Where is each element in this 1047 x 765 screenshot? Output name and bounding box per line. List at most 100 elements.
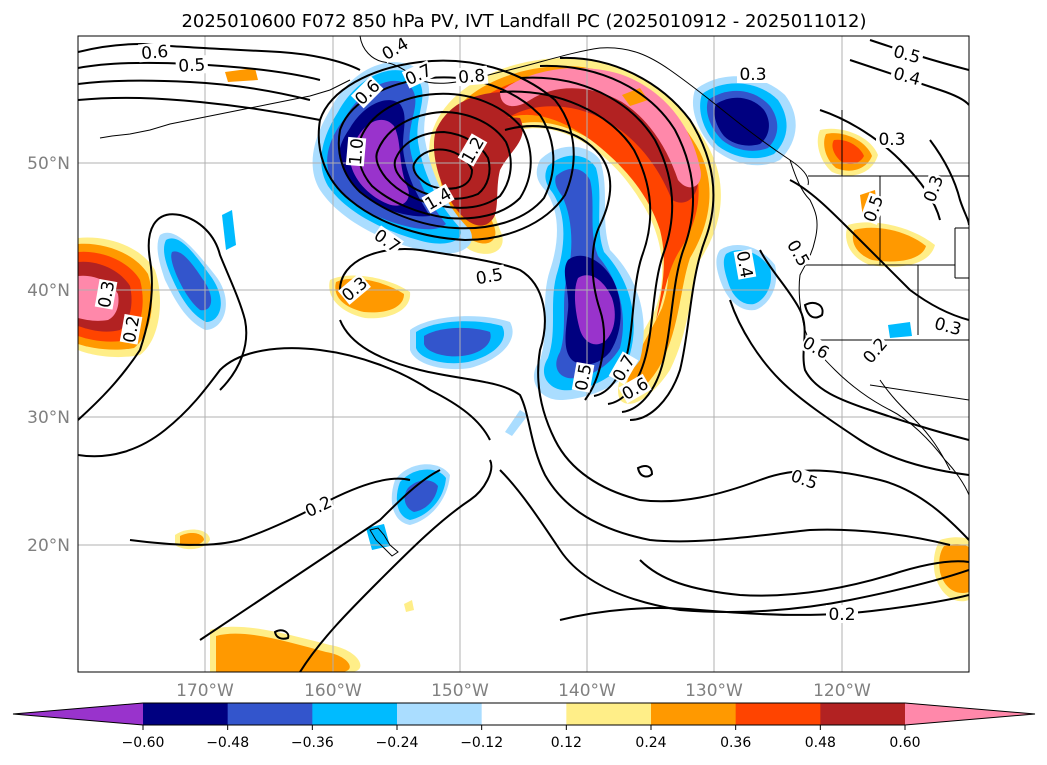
- colorbar-swatch: [312, 703, 398, 725]
- svg-text:0.3: 0.3: [878, 130, 905, 150]
- contour-west-2: [78, 347, 491, 458]
- shade-negative-coast: [888, 322, 912, 338]
- colorbar-tick-label: −0.60: [122, 735, 165, 751]
- contour-coast-1: [759, 249, 969, 441]
- contour-label-23: 0.3: [94, 278, 119, 310]
- shade-negative-west-blue: [171, 251, 212, 311]
- colorbar: −0.60 −0.48 −0.36 −0.24 −0.12 0.12 0.24 0.36 0.4…: [12, 702, 1036, 751]
- contour-outer-1: [339, 248, 969, 541]
- lon-label-150w: 150°W: [431, 681, 489, 701]
- contour-ring-5: [393, 130, 491, 200]
- contour-label-2: 0.5: [175, 55, 209, 77]
- colorbar-swatch: [227, 703, 313, 725]
- svg-text:0.6: 0.6: [140, 42, 169, 64]
- colorbar-tick-label: 0.48: [805, 735, 836, 751]
- svg-text:0.2: 0.2: [828, 605, 855, 625]
- shade-positive-sw-orange: [216, 633, 350, 672]
- lon-label-160w: 160°W: [304, 681, 362, 701]
- contour-small-1: [636, 465, 654, 478]
- colorbar-swatch: [397, 703, 483, 725]
- shade-positive-se-orange: [939, 544, 969, 594]
- colorbar-swatch: [651, 703, 737, 725]
- contour-band-5: [504, 125, 612, 401]
- contour-coast-3: [789, 179, 969, 321]
- contour-label-1: 0.6: [137, 41, 172, 64]
- svg-text:0.5: 0.5: [474, 265, 504, 289]
- contour-label-15: 0.3: [876, 130, 908, 150]
- colorbar-swatch: [735, 703, 821, 725]
- contour-outer-2: [339, 319, 951, 546]
- colorbar-swatch: [566, 703, 652, 725]
- contour-ne-2: [849, 59, 969, 106]
- contour-label-26: 0.5: [571, 361, 596, 393]
- svg-text:0.4: 0.4: [732, 249, 756, 279]
- contour-outer-4: [639, 559, 969, 597]
- contour-south: [559, 594, 969, 621]
- contour-label-7: 1.0: [345, 136, 368, 167]
- colorbar-tick-label: −0.24: [376, 735, 419, 751]
- contour-outer-3: [499, 469, 969, 613]
- svg-text:0.5: 0.5: [572, 362, 596, 392]
- coastline-baja: [879, 379, 951, 471]
- contour-nw-4: [78, 96, 321, 121]
- shade-positive-hi-w-orange: [180, 533, 204, 547]
- lat-label-50n: 50°N: [27, 154, 70, 174]
- contour-west-3: [129, 477, 411, 546]
- contour-small-2: [273, 629, 290, 640]
- lon-labels: 170°W 160°W 150°W 140°W 130°W 120°W: [176, 681, 871, 701]
- lat-label-30n: 30°N: [27, 408, 70, 428]
- shade-negative-hawaii: [366, 524, 390, 550]
- svg-text:0.3: 0.3: [739, 65, 766, 85]
- lon-label-170w: 170°W: [176, 681, 234, 701]
- svg-text:0.3: 0.3: [95, 279, 119, 309]
- shade-positive-e1-red: [832, 139, 864, 164]
- contour-sw-1: [199, 469, 441, 641]
- contour-06-nw: [78, 43, 361, 71]
- shade-positive-arc-pink: [500, 68, 701, 188]
- lat-labels: 50°N 40°N 30°N 20°N: [27, 154, 70, 556]
- contour-ring-6: [412, 148, 474, 190]
- svg-text:0.2: 0.2: [120, 314, 144, 344]
- colorbar-swatch: [143, 703, 229, 725]
- contour-ring-3: [357, 92, 532, 220]
- contour-label-31: 0.2: [826, 605, 858, 625]
- contour-ring-4: [375, 110, 512, 209]
- contour-band-1: [559, 56, 715, 421]
- contour-label-17: 0.5: [859, 192, 888, 225]
- shade-negative-streak: [222, 210, 236, 250]
- coastline-alaska: [359, 36, 809, 186]
- shade-negative-ne-navy: [714, 97, 769, 146]
- contour-sw-2: [299, 459, 493, 672]
- lat-label-20n: 20°N: [27, 536, 70, 556]
- coastline-hawaii: [369, 527, 399, 557]
- colorbar-tick-label: −0.12: [460, 735, 503, 751]
- shade-negative-mid-blue: [424, 327, 491, 357]
- coastline-aleutians: [99, 79, 351, 139]
- contour-coast-2: [729, 299, 969, 476]
- colorbar-extend-low: [13, 703, 143, 725]
- lat-label-40n: 40°N: [27, 281, 70, 301]
- shade-negative-center-purple: [574, 275, 615, 345]
- contour-labels: 0.6 0.5 0.4 0.7 0.8 0.6 1.0 1.2 1.4 0.7 …: [94, 36, 966, 625]
- contour-label-5: 0.8: [454, 65, 489, 88]
- colorbar-tick-label: 0.24: [635, 735, 666, 751]
- boundaries: [800, 110, 969, 401]
- contour-label-20: 0.3: [930, 313, 966, 340]
- pv-shading: [78, 57, 969, 672]
- contour-small-3: [803, 302, 824, 319]
- colorbar-swatch: [481, 703, 567, 725]
- shade-positive-e2-orange: [852, 227, 926, 262]
- colorbar-swatch: [820, 703, 906, 725]
- colorbar-extend-high: [905, 703, 1035, 725]
- contour-ring-1: [317, 59, 575, 242]
- colorbar-tick-label: 0.12: [551, 735, 582, 751]
- lon-label-130w: 130°W: [685, 681, 743, 701]
- svg-text:1.0: 1.0: [346, 137, 368, 166]
- lon-label-140w: 140°W: [558, 681, 616, 701]
- shade-positive-nw: [225, 68, 258, 82]
- contour-band-3: [519, 76, 674, 405]
- contour-label-24: 0.2: [119, 313, 144, 345]
- contour-label-11: 0.5: [471, 264, 507, 289]
- colorbar-tick-label: 0.36: [720, 735, 751, 751]
